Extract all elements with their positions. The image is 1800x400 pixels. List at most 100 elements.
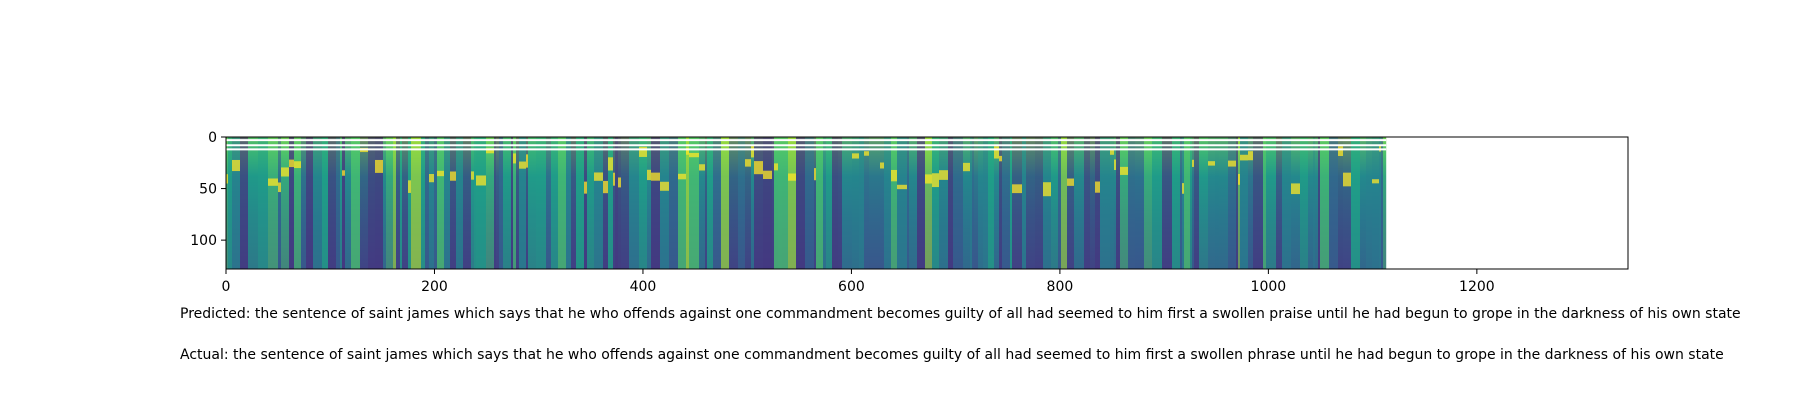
spectrogram-band xyxy=(1343,137,1351,269)
spectrogram-band xyxy=(1315,137,1318,269)
spectrogram-band xyxy=(1351,137,1360,269)
spectrogram-band xyxy=(826,137,832,269)
spectrogram-highlight xyxy=(603,180,608,194)
spectrogram-highlight xyxy=(745,159,751,167)
spectrogram-band xyxy=(240,137,248,269)
spectrogram-highlight xyxy=(963,162,970,172)
spectrogram-band xyxy=(1236,137,1238,269)
spectrogram-band xyxy=(450,137,456,269)
spectrogram-band xyxy=(978,137,983,269)
spectrogram-band xyxy=(486,137,494,269)
spectrogram-band xyxy=(686,137,689,269)
spectrogram-band xyxy=(566,137,571,269)
axes-frame xyxy=(225,136,1629,270)
spectrogram-band xyxy=(1228,137,1236,269)
spectrogram-band xyxy=(1318,137,1320,269)
spectrogram-band xyxy=(713,137,721,269)
spectrogram-band xyxy=(1199,137,1208,269)
spectrogram-band xyxy=(1366,137,1372,269)
spectrogram-band xyxy=(594,137,603,269)
spectrogram-highlight xyxy=(1043,182,1051,197)
spectrogram-band xyxy=(571,137,576,269)
spectrogram-band xyxy=(340,137,342,269)
spectrogram-highlight xyxy=(268,178,278,186)
spectrogram-highlight xyxy=(294,161,301,169)
spectrogram-highlight xyxy=(1095,181,1100,193)
spectrogram-band xyxy=(536,137,546,269)
spectrogram-highlight xyxy=(594,172,603,181)
spectrogram-band xyxy=(805,137,814,269)
spectrogram-band xyxy=(1144,137,1152,269)
spectrogram-band xyxy=(864,137,869,269)
spectrogram-highlight xyxy=(584,181,587,194)
spectrogram-band xyxy=(618,137,621,269)
spectrogram-highlight xyxy=(1208,161,1215,166)
spectrogram-highlight xyxy=(932,173,939,188)
spectrogram-band xyxy=(875,137,880,269)
spectrogram-band xyxy=(1090,137,1095,269)
y-axis-ticks: 0 50 100 xyxy=(190,130,226,249)
spectrogram-band xyxy=(1192,137,1194,269)
spectrogram-band xyxy=(526,137,528,269)
spectrogram-band xyxy=(471,137,474,269)
spectrogram-band xyxy=(1240,137,1248,269)
spectrogram-highlight xyxy=(1238,173,1240,185)
x-tick-label: 800 xyxy=(1047,279,1074,295)
spectrogram-band xyxy=(705,137,707,269)
spectrogram-band xyxy=(1012,137,1022,269)
spectrogram-highlight xyxy=(1240,154,1248,161)
spectrogram-band xyxy=(345,137,351,269)
spectrogram-band xyxy=(999,137,1002,269)
spectrogram-band xyxy=(1074,137,1084,269)
spectrogram-band xyxy=(1208,137,1215,269)
spectrogram-band xyxy=(474,137,476,269)
spectrogram-bands xyxy=(226,137,1387,269)
spectrogram-band xyxy=(1035,137,1043,269)
spectrogram-band xyxy=(1383,137,1387,269)
spectrogram-highlight xyxy=(891,169,897,182)
spectrogram-band xyxy=(444,137,450,269)
spectrogram-highlight xyxy=(925,174,932,184)
spectrogram-band xyxy=(499,137,503,269)
spectrogram-highlight xyxy=(513,153,516,164)
spectrogram-band xyxy=(408,137,411,269)
spectrogram-highlight xyxy=(788,173,796,181)
spectrogram-band xyxy=(932,137,939,269)
spectrogram-band xyxy=(778,137,782,269)
spectrogram-band xyxy=(584,137,587,269)
spectrogram-band xyxy=(1043,137,1051,269)
spectrogram-band xyxy=(838,137,842,269)
spectrogram-band xyxy=(707,137,713,269)
spectrogram-band xyxy=(1022,137,1026,269)
spectrogram-highlight xyxy=(751,145,754,158)
spectrogram-band xyxy=(994,137,999,269)
spectrogram-highlight xyxy=(686,148,689,155)
spectrogram-highlight xyxy=(1120,166,1128,175)
spectrogram-band xyxy=(393,137,396,269)
spectrogram-band xyxy=(360,137,368,269)
spectrogram-band xyxy=(897,137,907,269)
spectrogram-band xyxy=(1263,137,1266,269)
spectrogram-band xyxy=(463,137,471,269)
spectrogram-band xyxy=(434,137,437,269)
spectrogram-band xyxy=(1308,137,1313,269)
spectrogram-highlight xyxy=(278,182,281,193)
spectrogram-band xyxy=(383,137,386,269)
spectrogram-band xyxy=(891,137,897,269)
spectrogram-band xyxy=(1184,137,1190,269)
spectrogram-band xyxy=(1180,137,1182,269)
spectrogram-band xyxy=(678,137,686,269)
spectrogram-band xyxy=(258,137,268,269)
spectrogram-band xyxy=(907,137,909,269)
spectrogram-horizontal-lines xyxy=(226,139,1387,151)
spectrogram-band xyxy=(1276,137,1282,269)
spectrogram-highlight xyxy=(486,148,494,154)
spectrogram-band xyxy=(386,137,393,269)
spectrogram-band xyxy=(1266,137,1276,269)
spectrogram-band xyxy=(729,137,738,269)
spectrogram-highlight xyxy=(1182,183,1184,194)
x-tick-label: 0 xyxy=(222,279,231,295)
spectrogram-band xyxy=(660,137,669,269)
spectrogram-band xyxy=(1120,137,1128,269)
